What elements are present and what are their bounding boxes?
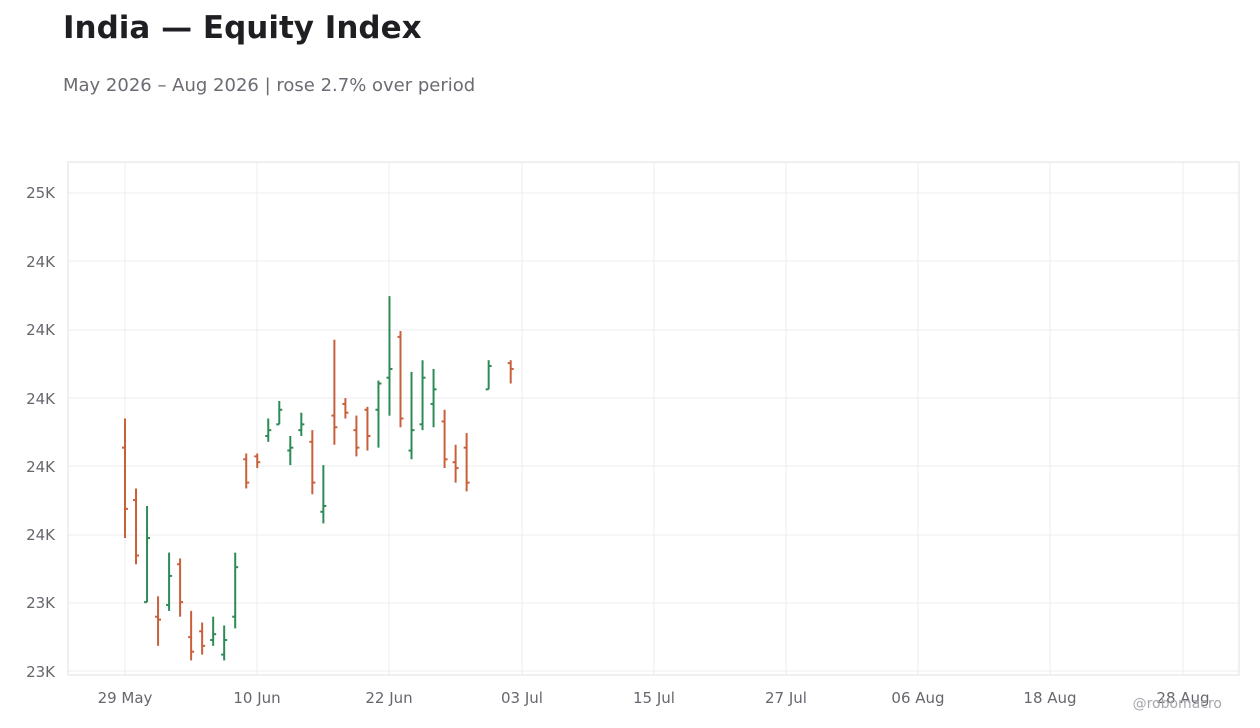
ohlc-bar (221, 625, 228, 661)
y-tick-label: 23K (26, 594, 56, 612)
ohlc-bar (122, 418, 128, 539)
ohlc-bar (441, 409, 448, 469)
ohlc-bar (210, 616, 217, 646)
gridlines (68, 162, 1239, 675)
plot-frame (67, 161, 1240, 676)
ohlc-bar (408, 371, 415, 460)
x-tick-label: 22 Jun (365, 689, 412, 707)
ohlc-bar (133, 488, 140, 565)
x-tick-label: 28 Aug (1156, 689, 1209, 707)
y-tick-label: 25K (26, 184, 56, 202)
x-tick-label: 10 Jun (233, 689, 280, 707)
chart-subtitle: May 2026 – Aug 2026 | rose 2.7% over per… (63, 75, 476, 96)
y-tick-label: 24K (26, 253, 56, 271)
ohlc-bar (342, 398, 349, 419)
y-tick-label: 24K (26, 458, 56, 476)
x-axis: 29 May 10 Jun 22 Jun 03 Jul 15 Jul 27 Ju… (98, 689, 1210, 707)
ohlc-bar (144, 505, 151, 604)
ohlc-bar (166, 552, 173, 611)
y-axis: 23K 23K 24K 24K 24K 24K 24K 25K (26, 184, 56, 681)
ohlc-bar (320, 465, 327, 524)
ohlc-bar (309, 430, 316, 495)
y-tick-label: 24K (26, 390, 56, 408)
ohlc-bar (188, 610, 195, 661)
x-tick-label: 27 Jul (765, 689, 807, 707)
ohlc-bar (452, 444, 459, 483)
x-tick-label: 03 Jul (501, 689, 543, 707)
ohlc-bar (463, 433, 470, 492)
ohlc-bar (507, 360, 514, 384)
ohlc-bar (276, 401, 283, 426)
ohlc-bar (254, 453, 261, 469)
y-tick-label: 23K (26, 663, 56, 681)
ohlc-bars (122, 296, 514, 661)
ohlc-bar (364, 406, 371, 451)
x-tick-label: 06 Aug (891, 689, 944, 707)
x-tick-label: 15 Jul (633, 689, 675, 707)
ohlc-bar (353, 415, 360, 457)
x-tick-label: 29 May (98, 689, 153, 707)
ohlc-bar (232, 552, 239, 629)
ohlc-bar (419, 360, 426, 431)
ohlc-bar (243, 453, 250, 489)
chart-title: India — Equity Index (63, 10, 422, 46)
ohlc-bar (386, 296, 393, 416)
ohlc-bar (287, 435, 294, 466)
y-tick-label: 24K (26, 526, 56, 544)
ohlc-bar (265, 418, 272, 442)
ohlc-bar (199, 622, 206, 655)
y-tick-label: 24K (26, 321, 56, 339)
ohlc-bar (397, 331, 404, 428)
ohlc-bar (485, 360, 492, 391)
watermark: @robomacro (1132, 696, 1222, 712)
ohlc-bar (430, 368, 437, 428)
ohlc-bar (331, 339, 338, 445)
ohlc-bar (298, 412, 305, 436)
ohlc-bar (375, 380, 382, 448)
ohlc-bar (155, 596, 162, 646)
x-tick-label: 18 Aug (1023, 689, 1076, 707)
ohlc-bar (177, 558, 184, 617)
